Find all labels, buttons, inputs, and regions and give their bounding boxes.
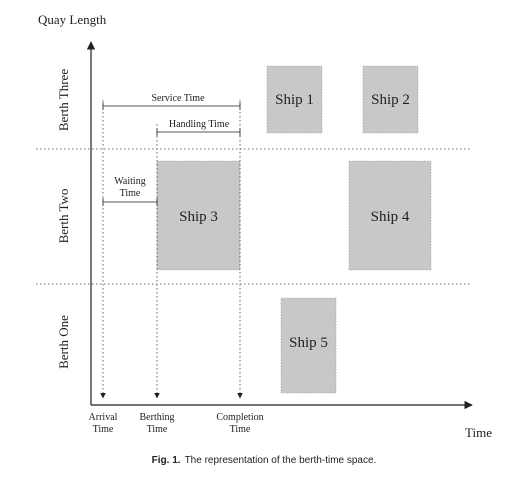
completion-time-marker: Completion Time bbox=[216, 412, 263, 435]
ship-3: Ship 3 bbox=[156, 160, 241, 271]
ship-1-box bbox=[266, 65, 323, 134]
service-time-label: Service Time bbox=[151, 93, 205, 104]
berthing-time-line2: Time bbox=[147, 424, 168, 435]
berthing-time-line1: Berthing bbox=[140, 412, 175, 423]
y-axis-label: Quay Length bbox=[38, 12, 107, 27]
arrival-time-line1: Arrival bbox=[89, 412, 118, 423]
service-time-bracket: Service Time bbox=[102, 93, 241, 110]
completion-time-line2: Time bbox=[230, 424, 251, 435]
ship-4-box bbox=[348, 160, 432, 271]
arrival-time-line2: Time bbox=[93, 424, 114, 435]
waiting-time-label-line1: Waiting bbox=[114, 176, 145, 187]
waiting-time-label-line2: Time bbox=[120, 188, 141, 199]
waiting-time-bracket: Waiting Time bbox=[102, 176, 158, 206]
completion-time-line1: Completion bbox=[216, 412, 263, 423]
figure-caption: Fig. 1. The representation of the berth-… bbox=[152, 450, 377, 467]
x-axis-label: Time bbox=[465, 425, 492, 440]
ship-2-box bbox=[362, 65, 419, 134]
berth-label-one: Berth One bbox=[56, 315, 71, 369]
berthing-time-marker: Berthing Time bbox=[140, 412, 175, 435]
handling-time-label: Handling Time bbox=[169, 119, 230, 130]
ship-5: Ship 5 bbox=[280, 297, 337, 394]
ship-1-label: Ship 1 bbox=[275, 92, 314, 108]
ship-5-box bbox=[280, 297, 337, 394]
caption-text: The representation of the berth-time spa… bbox=[185, 455, 377, 466]
ship-5-label: Ship 5 bbox=[289, 335, 328, 351]
ship-1: Ship 1 bbox=[266, 65, 323, 134]
berth-label-three: Berth Three bbox=[56, 69, 71, 131]
ship-3-box bbox=[156, 160, 241, 271]
arrival-time-marker: Arrival Time bbox=[89, 412, 118, 435]
ship-2: Ship 2 bbox=[362, 65, 419, 134]
ship-3-label: Ship 3 bbox=[179, 209, 218, 225]
berth-label-two: Berth Two bbox=[56, 189, 71, 244]
handling-time-bracket: Handling Time bbox=[156, 119, 241, 136]
caption-prefix: Fig. 1. bbox=[152, 455, 181, 466]
ship-4: Ship 4 bbox=[348, 160, 432, 271]
ship-2-label: Ship 2 bbox=[371, 92, 410, 108]
ship-4-label: Ship 4 bbox=[371, 209, 410, 225]
